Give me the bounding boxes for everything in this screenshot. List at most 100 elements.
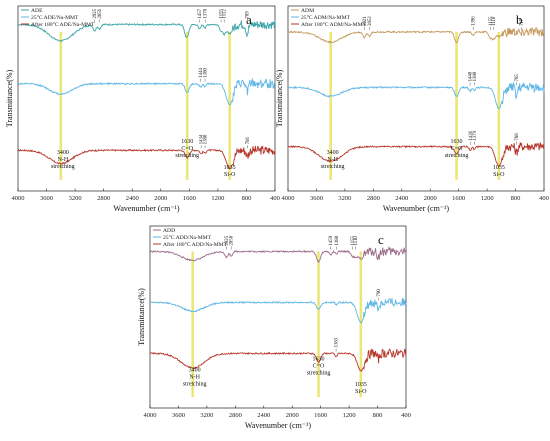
x-tick-label: 3600	[310, 195, 323, 202]
peak-label: 2925	[93, 8, 98, 18]
annotation-text: stretching	[445, 153, 469, 159]
highlight-band	[359, 251, 363, 398]
x-tick-label: 2400	[257, 412, 270, 419]
x-tick-label: 4000	[282, 195, 295, 202]
highlight-band	[228, 31, 231, 180]
legend-label: ADD	[163, 228, 175, 234]
peak-label: 1380	[473, 71, 478, 81]
x-tick-label: 400	[539, 195, 549, 202]
series-line-1	[287, 81, 545, 110]
series-line-2	[287, 142, 545, 167]
peak-label: 788	[515, 133, 520, 141]
series-line-0	[149, 245, 407, 264]
x-tick-label: 2000	[154, 195, 167, 202]
peak-label: 1434	[200, 134, 205, 144]
chart-panel-c: 2925 2858 1459 1380 1155111079013833400N-Hst…	[137, 225, 411, 430]
annotation-text: stretching	[175, 153, 199, 159]
peak-label: 1440	[469, 71, 474, 81]
annotation-text: N-H	[57, 157, 68, 163]
annotation-text: 1630	[451, 139, 463, 145]
x-tick-label: 3600	[172, 412, 185, 419]
plot-frame	[287, 5, 545, 192]
x-tick-label: 3200	[338, 195, 351, 202]
highlight-band	[185, 31, 189, 180]
peak-label: 1380	[335, 235, 340, 245]
annotation-text: stretching	[51, 164, 75, 170]
x-tick-label: 3200	[69, 195, 82, 202]
legend-label: After 180°C ADE/Na-MMT	[31, 21, 95, 28]
peak-label: 1380	[204, 68, 209, 78]
series-line-1	[149, 298, 407, 324]
peak-label: 717	[520, 18, 525, 26]
highlight-band	[329, 31, 332, 180]
legend-label: ADE	[31, 8, 43, 14]
peak-label: 1110	[492, 16, 497, 26]
peak-label: 2858	[230, 235, 235, 245]
x-tick-label: 2400	[126, 195, 139, 202]
peak-label: 1378	[204, 8, 209, 18]
peak-label: 1457	[198, 8, 203, 18]
annotation-text: 1630	[313, 357, 325, 363]
annotation-text: C=O	[181, 146, 193, 152]
y-axis-label: Transmittance(%)	[275, 69, 284, 127]
x-tick-label: 2800	[97, 195, 110, 202]
panel-label: a	[246, 12, 252, 27]
peak-label: 1383	[335, 337, 340, 347]
annotation-text: 1630	[181, 139, 193, 145]
legend-label: After 180°C ADD/Na-MMT	[163, 241, 228, 248]
annotation-text: C=O	[313, 364, 325, 370]
annotation-text: 1035	[493, 165, 505, 171]
annotation-text: Si-O	[493, 172, 505, 178]
series-line-2	[17, 145, 276, 170]
x-tick-label: 800	[242, 195, 252, 202]
annotation-text: stretching	[307, 371, 331, 377]
peak-label: 790	[377, 289, 382, 297]
series-line-1	[17, 77, 276, 106]
plot-frame	[149, 225, 407, 409]
peak-label: 1444	[199, 68, 204, 78]
panel-label: b	[516, 12, 523, 27]
peak-label: 1110	[354, 236, 359, 246]
x-tick-label: 2000	[424, 195, 437, 202]
series-line-0	[287, 27, 545, 44]
peak-label: 785	[515, 74, 520, 82]
highlight-band	[455, 31, 458, 180]
peak-label: 1436	[469, 130, 474, 140]
peak-label: 1459	[329, 235, 334, 245]
annotation-text: 3400	[57, 150, 69, 156]
x-tick-label: 2800	[229, 412, 242, 419]
annotation-text: 1035	[224, 165, 236, 171]
x-axis-label: Wavenumber (cm⁻¹)	[113, 204, 180, 213]
panel-label: c	[378, 232, 384, 247]
x-tick-label: 400	[401, 412, 411, 419]
peak-label: 2921	[363, 16, 368, 26]
x-tick-label: 800	[511, 195, 521, 202]
x-tick-label: 3200	[200, 412, 213, 419]
annotation-text: N-H	[189, 375, 200, 381]
legend-label: 25°C ADE/Na-MMT	[31, 14, 79, 21]
x-tick-label: 800	[373, 412, 383, 419]
x-tick-label: 1600	[183, 195, 196, 202]
annotation-text: stretching	[183, 382, 207, 388]
peak-label: 1379	[473, 130, 478, 140]
x-tick-label: 400	[270, 195, 280, 202]
peak-label: 1155	[489, 16, 494, 26]
x-axis-label: Wavenumber (cm⁻¹)	[383, 204, 450, 213]
peak-label: 1155	[220, 8, 225, 18]
peak-label: 1112	[223, 9, 228, 19]
peak-label: 2852	[368, 16, 373, 26]
peak-label: 1396	[472, 16, 477, 26]
annotation-text: 1035	[355, 382, 367, 388]
series-line-0	[17, 20, 276, 42]
highlight-band	[317, 251, 320, 398]
peak-label: 2856	[98, 8, 103, 18]
annotation-text: Si-O	[224, 172, 236, 178]
legend-label: 25°C ADD/Na-MMT	[163, 234, 212, 241]
x-tick-label: 1200	[343, 412, 356, 419]
y-axis-label: Transmittance(%)	[5, 69, 14, 127]
x-tick-label: 1200	[481, 195, 494, 202]
x-tick-label: 2000	[286, 412, 299, 419]
annotation-text: Si-O	[355, 389, 367, 395]
legend-label: ADM	[301, 8, 314, 14]
